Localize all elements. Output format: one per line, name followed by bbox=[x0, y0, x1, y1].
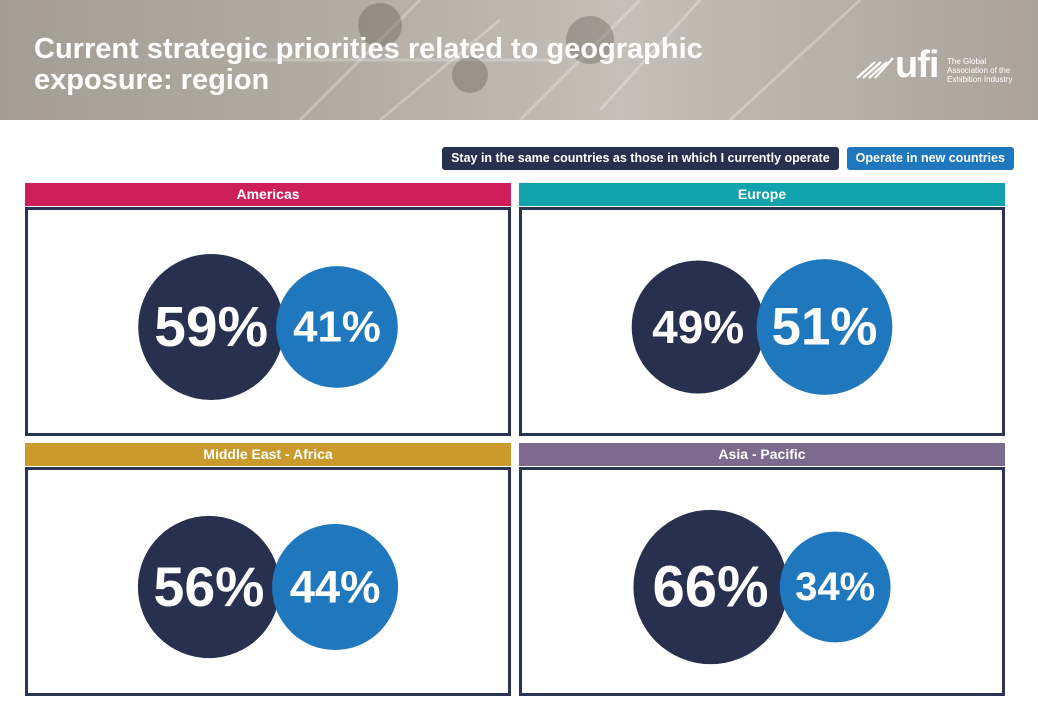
legend-item-new: Operate in new countries bbox=[846, 147, 1014, 170]
bubble-chart-middle-east-africa: 56% 44% bbox=[137, 515, 399, 659]
data-label-new-europe: 51% bbox=[772, 298, 878, 357]
bubble-stay-europe bbox=[631, 260, 765, 394]
panel-asia-pacific: Asia - Pacific 66% 34% bbox=[519, 443, 1005, 696]
header-background-image bbox=[250, 0, 862, 120]
panel-body-middle-east-africa: 56% 44% bbox=[25, 467, 511, 696]
ufi-logo: ufi The Global Association of the Exhibi… bbox=[855, 44, 1025, 90]
ufi-logo-tagline: The Global Association of the Exhibition… bbox=[947, 57, 1013, 84]
bubble-stay-middle-east-africa bbox=[137, 515, 281, 659]
panel-middle-east-africa: Middle East - Africa 56% 44% bbox=[25, 443, 511, 696]
data-label-new-middle-east-africa: 44% bbox=[290, 562, 381, 613]
bubble-new-europe bbox=[756, 259, 893, 395]
data-label-stay-asia-pacific: 66% bbox=[653, 555, 769, 620]
bubble-chart-americas: 59% 41% bbox=[138, 254, 398, 400]
page-title: Current strategic priorities related to … bbox=[34, 33, 703, 96]
data-label-stay-americas: 59% bbox=[154, 295, 268, 359]
data-label-stay-middle-east-africa: 56% bbox=[153, 556, 264, 618]
legend-item-stay: Stay in the same countries as those in w… bbox=[442, 147, 839, 170]
ufi-swoosh-icon bbox=[856, 57, 894, 79]
chart-legend: Stay in the same countries as those in w… bbox=[442, 147, 1014, 170]
panel-body-americas: 59% 41% bbox=[25, 207, 511, 436]
bubble-chart-asia-pacific: 66% 34% bbox=[633, 509, 891, 665]
ufi-logo-text: ufi bbox=[895, 44, 939, 86]
panel-europe: Europe 49% 51% bbox=[519, 183, 1005, 436]
data-label-new-americas: 41% bbox=[293, 303, 381, 352]
data-label-new-asia-pacific: 34% bbox=[795, 565, 875, 609]
bubble-new-asia-pacific bbox=[779, 531, 891, 643]
bubble-new-americas bbox=[276, 266, 398, 388]
panel-header-americas: Americas bbox=[25, 183, 511, 206]
bubble-new-middle-east-africa bbox=[272, 523, 399, 651]
bubble-stay-americas bbox=[138, 254, 285, 400]
panel-body-europe: 49% 51% bbox=[519, 207, 1005, 436]
bubble-stay-asia-pacific bbox=[633, 509, 788, 665]
panel-header-europe: Europe bbox=[519, 183, 1005, 206]
panel-header-asia-pacific: Asia - Pacific bbox=[519, 443, 1005, 466]
panel-header-middle-east-africa: Middle East - Africa bbox=[25, 443, 511, 466]
panel-body-asia-pacific: 66% 34% bbox=[519, 467, 1005, 696]
header-banner: Current strategic priorities related to … bbox=[0, 0, 1038, 120]
bubble-chart-europe: 49% 51% bbox=[631, 259, 893, 395]
data-label-stay-europe: 49% bbox=[652, 301, 744, 353]
panel-americas: Americas 59% 41% bbox=[25, 183, 511, 436]
